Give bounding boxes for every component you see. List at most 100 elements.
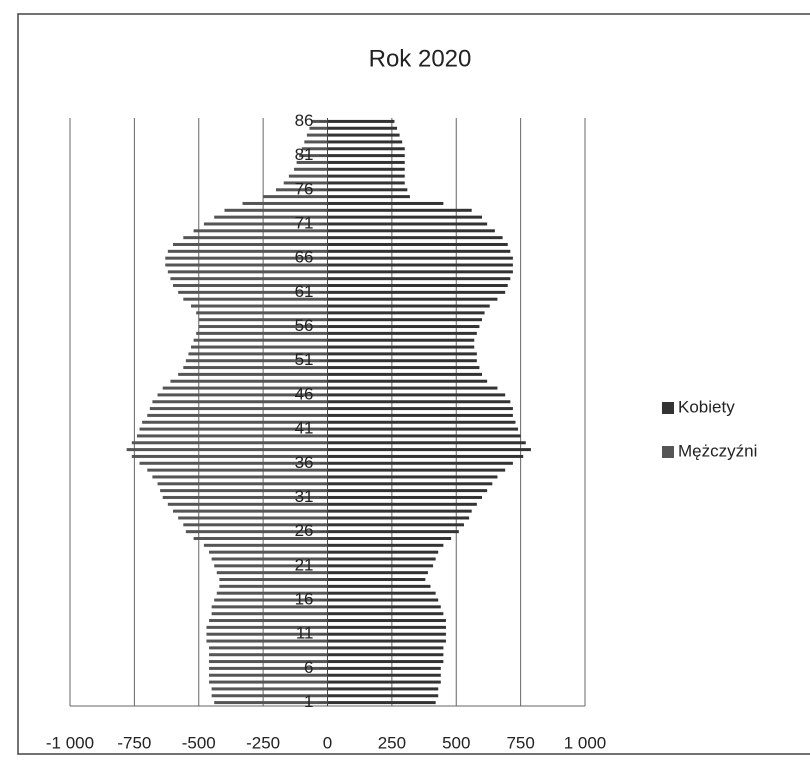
bar <box>178 372 328 376</box>
bar <box>327 427 519 431</box>
bar <box>327 154 405 158</box>
bar <box>178 290 328 294</box>
bar <box>136 434 328 438</box>
bar <box>327 263 513 267</box>
bar <box>327 475 498 479</box>
bar <box>224 208 328 212</box>
bar <box>327 571 428 575</box>
bar <box>327 256 513 260</box>
x-tick-label: -750 <box>117 733 151 752</box>
y-tick-label: 76 <box>295 179 314 198</box>
bar <box>327 174 405 178</box>
x-tick-label: -1 000 <box>46 733 94 752</box>
bar <box>167 249 328 253</box>
bar <box>327 448 531 452</box>
bar <box>173 509 328 513</box>
bar <box>327 639 446 643</box>
y-tick-label: 36 <box>295 453 314 472</box>
bar <box>327 557 436 561</box>
bar <box>209 550 328 554</box>
bar <box>327 222 488 226</box>
bar <box>139 427 328 431</box>
bar <box>214 215 328 219</box>
bar <box>157 482 328 486</box>
y-tick-label: 86 <box>295 111 314 130</box>
bar <box>327 495 482 499</box>
bar <box>327 666 441 670</box>
bar <box>309 126 328 130</box>
bar <box>327 673 441 677</box>
bar <box>327 160 405 164</box>
bar <box>327 407 513 411</box>
bar <box>203 222 328 226</box>
bar <box>214 598 328 602</box>
bar <box>183 297 328 301</box>
bar <box>209 680 328 684</box>
bar <box>327 242 508 246</box>
bar <box>206 639 328 643</box>
bar <box>214 564 328 568</box>
bar <box>142 420 328 424</box>
bar <box>327 543 444 547</box>
bar <box>193 338 328 342</box>
bar <box>193 536 328 540</box>
bar <box>209 619 328 623</box>
bar <box>327 598 439 602</box>
bar <box>327 400 511 404</box>
bar <box>296 160 328 164</box>
bar <box>327 461 513 465</box>
bar <box>327 304 490 308</box>
bar <box>327 646 444 650</box>
bar <box>327 338 475 342</box>
bar <box>203 543 328 547</box>
bar <box>214 701 328 705</box>
bar <box>198 325 328 329</box>
legend-label: Mężczyźni <box>678 441 757 460</box>
bar <box>327 290 506 294</box>
bar <box>306 133 328 137</box>
bar <box>167 502 328 506</box>
bar <box>211 605 328 609</box>
bar <box>211 612 328 616</box>
y-tick-label: 81 <box>295 145 314 164</box>
y-tick-label: 26 <box>295 521 314 540</box>
bar <box>165 263 328 267</box>
bar <box>327 297 498 301</box>
bar <box>301 147 328 151</box>
y-tick-label: 6 <box>304 658 313 677</box>
bar <box>327 201 444 205</box>
bar <box>327 502 477 506</box>
bar <box>327 632 446 636</box>
bar <box>327 140 403 144</box>
x-tick-label: 250 <box>378 733 406 752</box>
bar <box>126 448 328 452</box>
bar <box>170 379 328 383</box>
bar <box>242 201 328 205</box>
bar <box>211 557 328 561</box>
bar <box>196 311 328 315</box>
bar <box>162 495 328 499</box>
bar <box>152 400 328 404</box>
y-tick-label: 46 <box>295 384 314 403</box>
bar <box>276 188 328 192</box>
bar <box>198 318 328 322</box>
bar <box>327 126 398 130</box>
bar <box>327 584 431 588</box>
bar <box>327 619 446 623</box>
bar <box>327 550 439 554</box>
x-tick-label: 500 <box>442 733 470 752</box>
bar <box>147 413 328 417</box>
bar <box>327 605 441 609</box>
chart-title: Rok 2020 <box>369 45 472 72</box>
bar <box>327 331 477 335</box>
bar <box>327 119 395 123</box>
bar <box>327 236 503 240</box>
bar <box>219 584 328 588</box>
bar <box>206 625 328 629</box>
bar <box>216 571 328 575</box>
bar <box>188 352 328 356</box>
bar <box>327 694 439 698</box>
bar <box>209 666 328 670</box>
bar <box>327 413 513 417</box>
